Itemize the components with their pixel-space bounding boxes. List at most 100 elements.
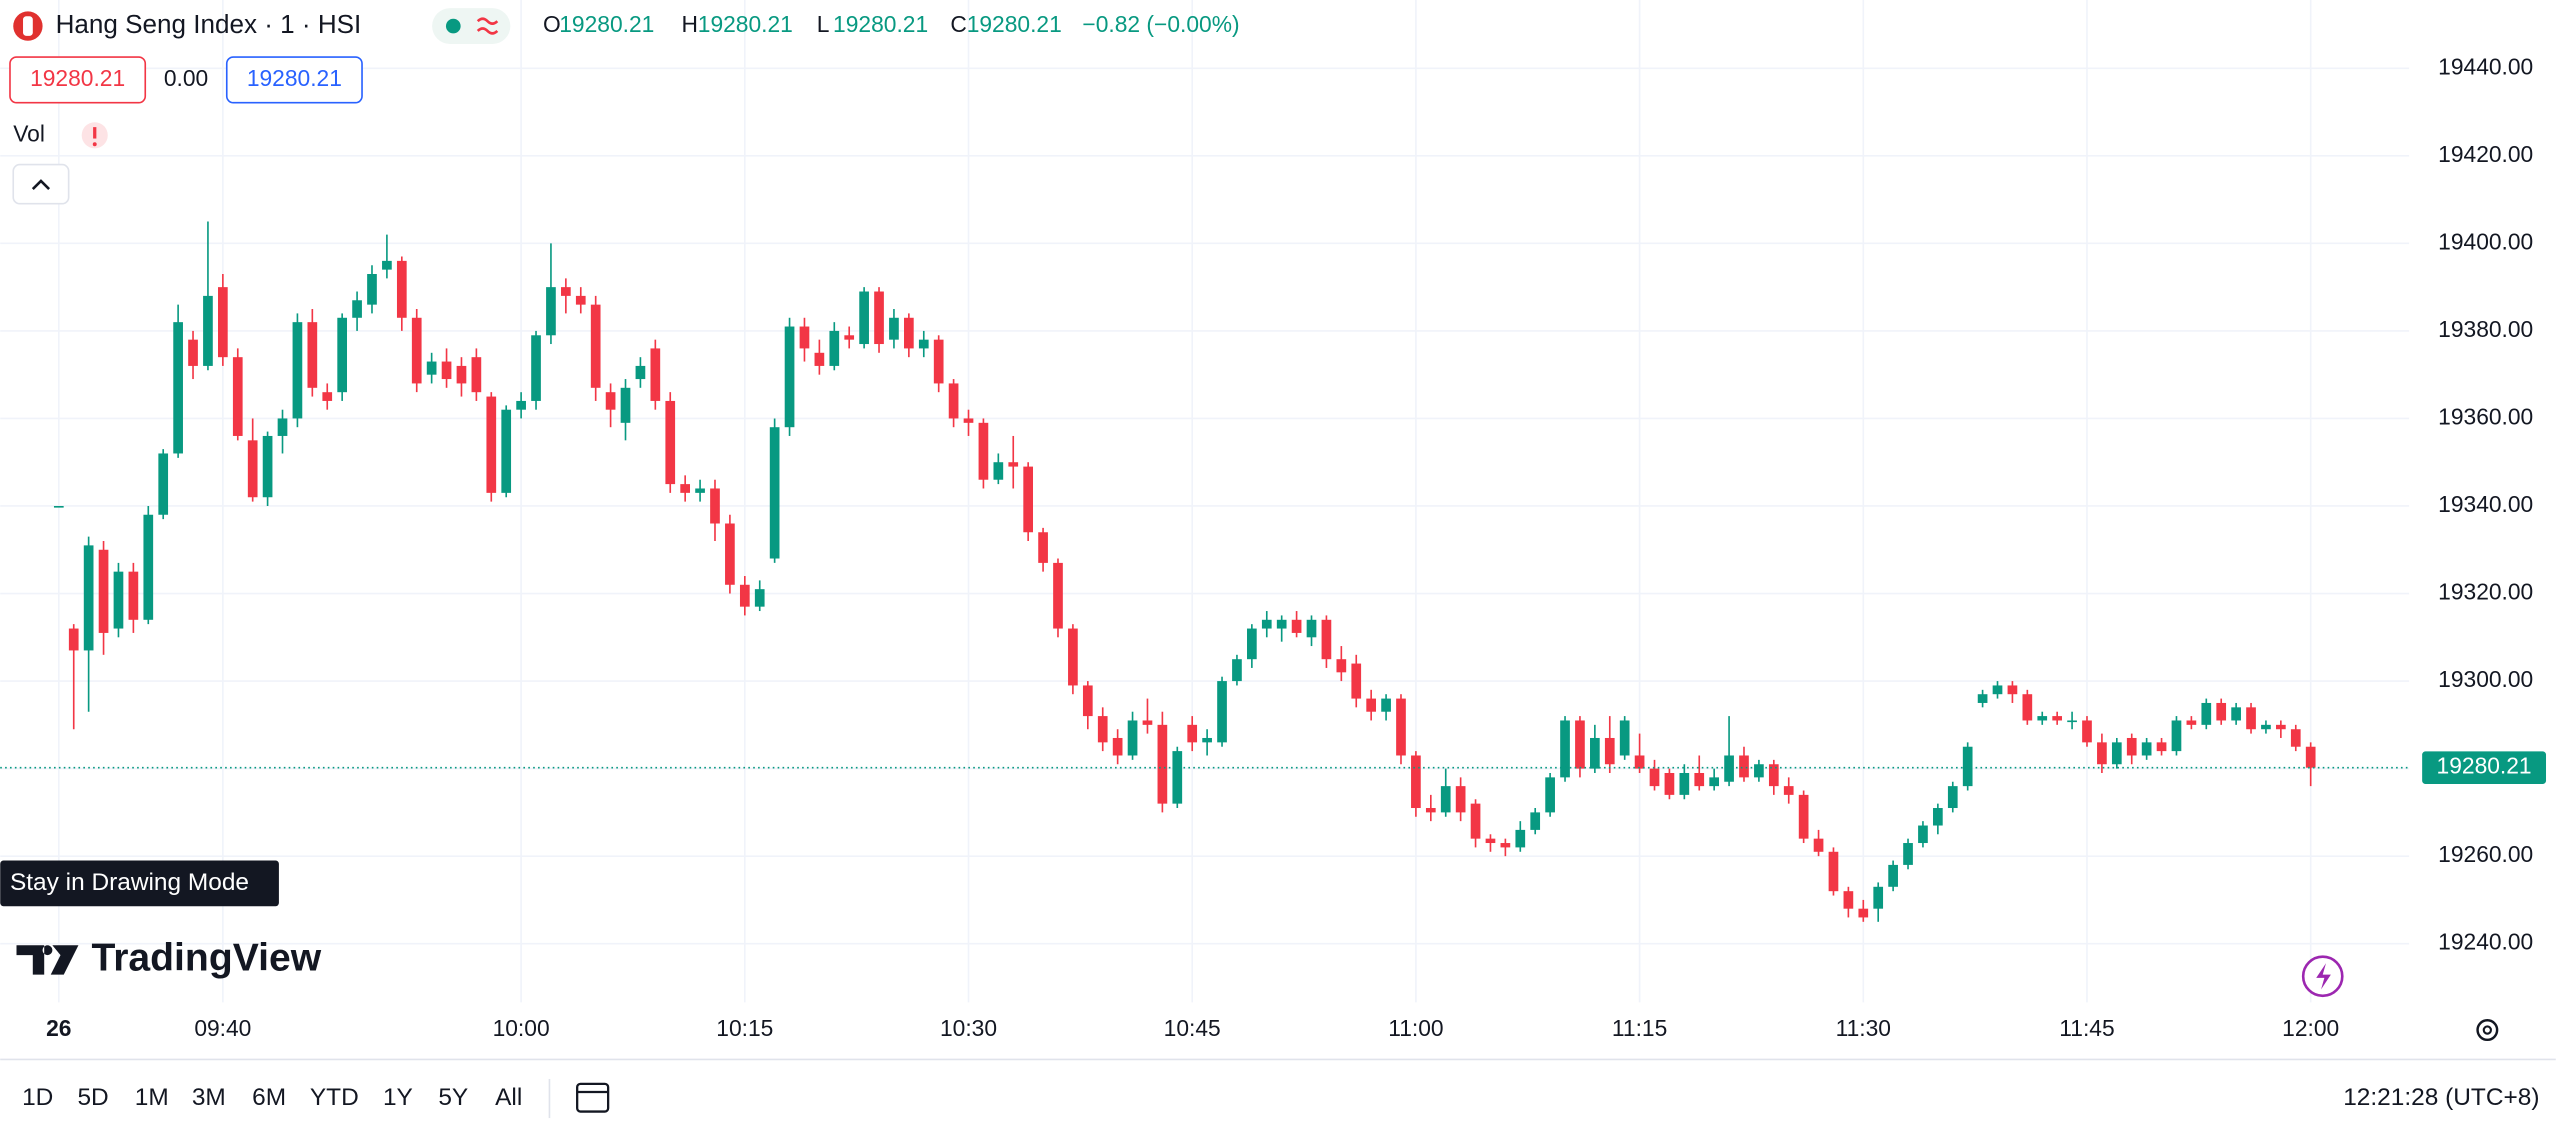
last-price-box [2422,751,2547,784]
candle-body [188,339,198,366]
candle-body [1813,838,1824,852]
range-button[interactable]: 1D [22,1084,53,1111]
candle-body [1515,829,1526,848]
candle-body [2007,685,2018,695]
y-tick-label: 19260.00 [2438,841,2533,867]
candle-body [1947,786,1958,809]
candle-body [844,335,855,340]
range-button[interactable]: 3M [192,1084,226,1111]
candle-body [277,418,288,436]
candle-body [1500,843,1511,848]
candle-body [1276,619,1287,629]
ohlc-label: C [950,11,966,37]
candle-body [1202,737,1212,743]
candle-body [203,295,213,366]
candle-body [1068,628,1078,686]
brand-name[interactable]: TradingView [91,936,321,979]
candle-body [2290,729,2301,747]
candle-body [978,422,989,480]
change-text: −0.82 (−0.00%) [1082,11,1239,37]
range-button[interactable]: 1Y [383,1084,413,1111]
range-button[interactable]: 6M [252,1084,286,1111]
candle-body [98,549,109,633]
candle-body [441,361,452,380]
candle-body [1918,825,1928,844]
settings-button[interactable] [2476,1019,2499,1042]
candle-body [769,427,780,559]
candle-body [158,453,169,515]
ohlc-value: 19280.21 [559,11,654,37]
candle-body [218,287,228,358]
candle-body [352,300,362,318]
candle-body [2097,742,2107,765]
y-tick-label: 19340.00 [2438,491,2533,517]
lightning-icon [2316,963,2331,990]
candle-body [501,409,512,493]
symbol-title[interactable]: Hang Seng Index · 1 · HSI [56,9,362,39]
x-tick-label: 10:30 [940,1015,997,1041]
y-tick-label: 19380.00 [2438,316,2533,342]
spread: 0.00 [164,65,208,91]
candle-body [575,295,586,305]
candle-body [531,335,541,401]
y-tick-label: 19300.00 [2438,666,2533,692]
candle-body [307,322,318,388]
candle-body [2052,716,2063,721]
candle-body [1962,746,1973,787]
market-status[interactable] [432,8,511,45]
candle-body [2186,720,2197,725]
candle-body [1396,698,1406,756]
y-tick-label: 19320.00 [2438,579,2533,605]
candle-body [1575,720,1585,769]
candle-body [1873,886,1884,909]
warning-icon-dot [92,142,97,147]
candle-body [1903,843,1913,865]
candle-body [396,260,407,318]
candle-body [1097,716,1108,743]
candle-body [739,584,750,607]
candle-body [1351,663,1362,699]
candle-body [2305,746,2316,768]
candle-body [143,514,154,620]
candle-body [1008,462,1019,467]
candle-body [1053,562,1063,629]
range-button[interactable]: 5D [77,1084,108,1111]
candle-body [2231,707,2241,721]
range-button[interactable]: 5Y [438,1084,468,1111]
collapse-button[interactable] [12,163,70,205]
market-open-dot [445,18,461,34]
candle-body [1530,812,1541,830]
range-button[interactable]: YTD [310,1084,359,1111]
candle-body [754,589,765,607]
candle-body [1023,466,1034,533]
candle-body [725,523,735,585]
sell-button[interactable] [9,56,147,104]
candle-body [516,400,526,410]
candle-body [874,291,884,345]
candle-body [1425,808,1436,813]
candle-body [486,396,497,493]
candle-body [2171,720,2182,752]
range-button[interactable]: 1M [135,1084,169,1111]
clock[interactable]: 12:21:28 (UTC+8) [2343,1084,2539,1111]
tooltip-box [0,860,279,907]
y-tick-label: 19240.00 [2438,929,2533,955]
candle-body [2067,720,2077,723]
candle-body [918,339,929,349]
calendar-button[interactable] [576,1082,610,1113]
candle-body [814,352,825,366]
volume-indicator[interactable]: Vol [13,120,45,146]
candle-body [262,435,273,498]
range-button[interactable]: All [495,1084,522,1111]
candle-body [247,440,258,498]
candle-body [933,339,944,384]
candle-body [2022,694,2033,721]
buy-button[interactable] [225,56,363,104]
candle-body [113,571,124,629]
candle-body [1172,751,1183,804]
candle-body [2261,724,2271,730]
candle-body [1888,864,1898,887]
candle-body [546,287,556,336]
